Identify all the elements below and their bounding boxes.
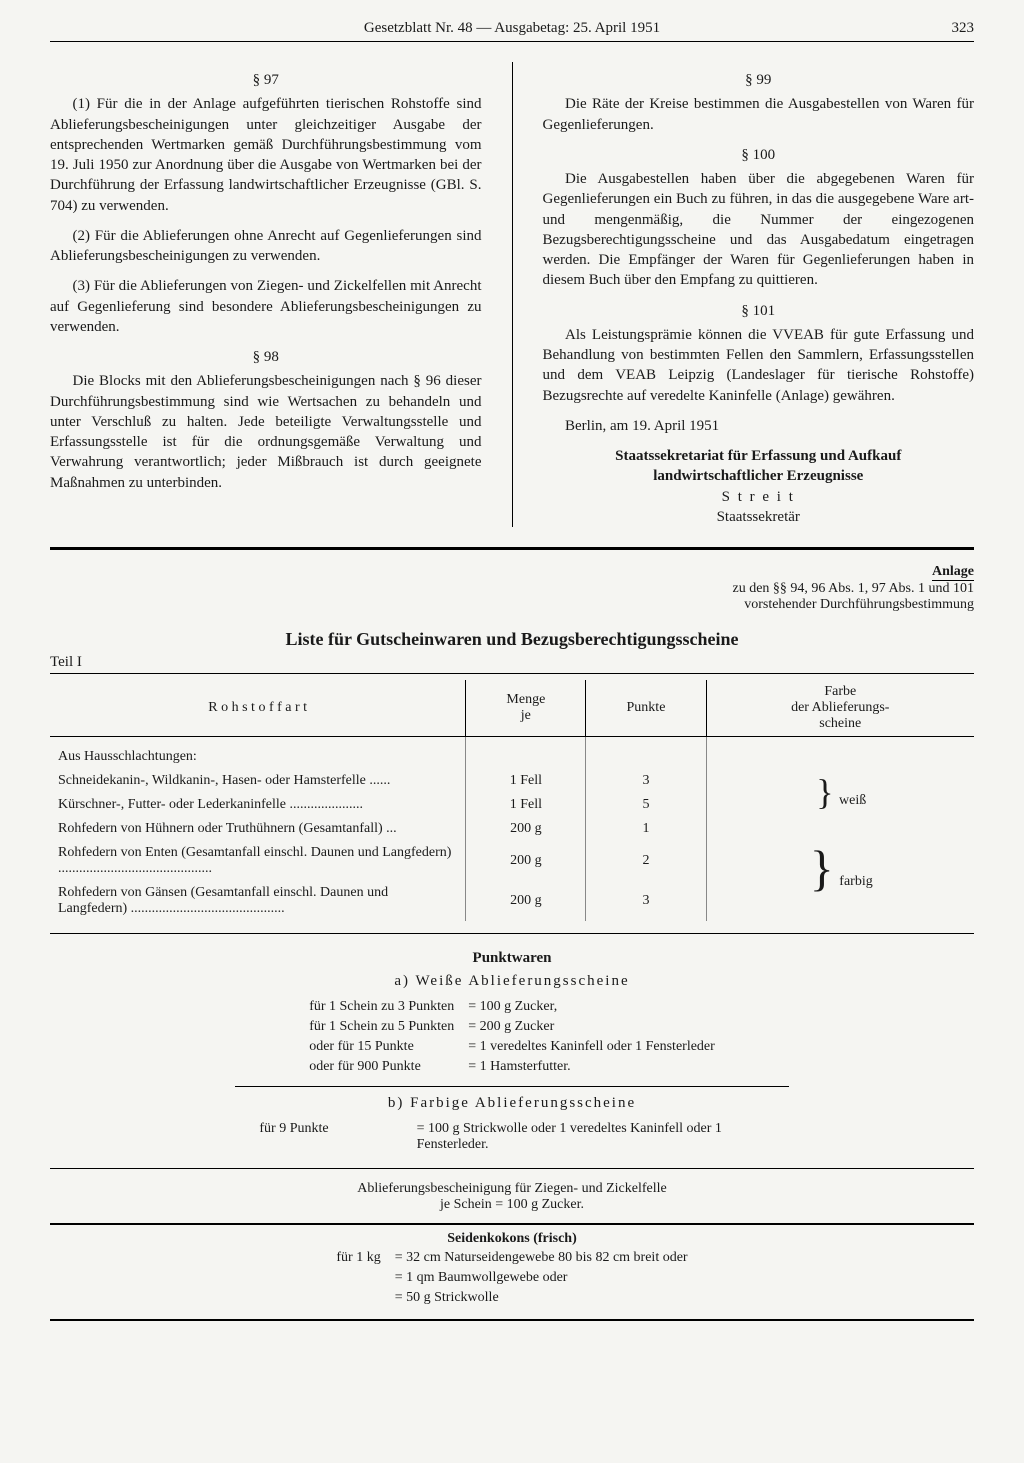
pw-left: für 1 Schein zu 5 Punkten — [303, 1018, 460, 1036]
section-98-title: § 98 — [50, 347, 482, 367]
header-title: Gesetzblatt Nr. 48 — Ausgabetag: 25. Apr… — [364, 20, 660, 36]
divider — [50, 933, 974, 934]
ziegen-block: Ablieferungsbescheinigung für Ziegen- un… — [50, 1181, 974, 1213]
page-number: 323 — [952, 20, 975, 37]
table-row: Rohfedern von Hühnern oder Truthühnern (… — [50, 817, 466, 841]
table-cell: 200 g — [466, 881, 586, 921]
farbe-cell: } farbig — [706, 817, 974, 921]
divider — [50, 1223, 974, 1225]
punktwaren-a-table: für 1 Schein zu 3 Punkten= 100 g Zucker,… — [301, 996, 723, 1078]
pw-left: oder für 15 Punkte — [303, 1038, 460, 1056]
farbe-weiss: weiß — [839, 793, 866, 808]
table-cell: 3 — [586, 881, 706, 921]
section-100-p1: Die Ausgabestellen haben über die abgege… — [543, 169, 975, 291]
ziegen-line: je Schein = 100 g Zucker. — [50, 1197, 974, 1213]
table-row: Rohfedern von Gänsen (Gesamtanfall einsc… — [50, 881, 466, 921]
th-menge: Menge je — [466, 680, 586, 737]
brace-icon: } — [808, 840, 836, 896]
section-97-p1: (1) Für die in der Anlage aufgeführten t… — [50, 94, 482, 216]
table-cell: 2 — [586, 841, 706, 881]
table-row: Kürschner-, Futter- oder Lederkaninfelle… — [50, 793, 466, 817]
pw-right: = 50 g Strickwolle — [389, 1289, 694, 1307]
sig-line-2: landwirtschaftlicher Erzeugnisse — [543, 466, 975, 486]
pw-right: = 100 g Strickwolle oder 1 veredeltes Ka… — [411, 1120, 771, 1154]
pw-left — [330, 1289, 386, 1307]
two-column-section: § 97 (1) Für die in der Anlage aufgeführ… — [50, 62, 974, 550]
sig-name: S t r e i t — [543, 487, 975, 507]
anlage-title: Anlage — [932, 564, 974, 581]
table-row: Rohfedern von Enten (Gesamtanfall einsch… — [50, 841, 466, 881]
list-title: Liste für Gutscheinwaren und Bezugsberec… — [50, 629, 974, 650]
pw-right: = 200 g Zucker — [462, 1018, 721, 1036]
pw-right: = 1 Hamsterfutter. — [462, 1058, 721, 1076]
pw-left: für 1 kg — [330, 1249, 386, 1267]
pw-right: = 32 cm Naturseidengewebe 80 bis 82 cm b… — [389, 1249, 694, 1267]
th-rohstoffart: R o h s t o f f a r t — [50, 680, 466, 737]
table-row: Schneidekanin-, Wildkanin-, Hasen- oder … — [50, 769, 466, 793]
ziegen-title: Ablieferungsbescheinigung für Ziegen- un… — [50, 1181, 974, 1197]
subsection-b-title: b) Farbige Ablieferungsscheine — [50, 1095, 974, 1112]
th-punkte: Punkte — [586, 680, 706, 737]
column-divider — [512, 62, 513, 527]
pw-right: = 100 g Zucker, — [462, 998, 721, 1016]
table-cell: 200 g — [466, 817, 586, 841]
rohstoff-table: R o h s t o f f a r t Menge je Punkte Fa… — [50, 680, 974, 921]
divider — [235, 1086, 789, 1087]
group-header: Aus Hausschlachtungen: — [50, 737, 466, 770]
punktwaren-title: Punktwaren — [50, 950, 974, 967]
section-101-p1: Als Leistungsprämie können die VVEAB für… — [543, 325, 975, 406]
table-cell: 200 g — [466, 841, 586, 881]
table-cell: 1 Fell — [466, 793, 586, 817]
page-header: Gesetzblatt Nr. 48 — Ausgabetag: 25. Apr… — [50, 20, 974, 42]
section-101-title: § 101 — [543, 301, 975, 321]
divider — [50, 1319, 974, 1321]
seiden-table: für 1 kg= 32 cm Naturseidengewebe 80 bis… — [328, 1247, 695, 1309]
pw-right: = 1 veredeltes Kaninfell oder 1 Fensterl… — [462, 1038, 721, 1056]
farbe-cell: } weiß — [706, 769, 974, 817]
th-farbe: Farbe der Ablieferungs- scheine — [706, 680, 974, 737]
section-97-title: § 97 — [50, 70, 482, 90]
sig-line-1: Staatssekretariat für Erfassung und Aufk… — [543, 446, 975, 466]
pw-left: für 1 Schein zu 3 Punkten — [303, 998, 460, 1016]
section-97-p3: (3) Für die Ablieferungen von Ziegen- un… — [50, 276, 482, 337]
anlage-block: Anlage zu den §§ 94, 96 Abs. 1, 97 Abs. … — [50, 564, 974, 613]
seiden-title: Seidenkokons (frisch) — [50, 1231, 974, 1247]
table-cell: 5 — [586, 793, 706, 817]
farbe-farbig: farbig — [839, 874, 872, 889]
pw-right: = 1 qm Baumwollgewebe oder — [389, 1269, 694, 1287]
sig-role: Staatssekretär — [543, 507, 975, 527]
pw-left: oder für 900 Punkte — [303, 1058, 460, 1076]
section-99-title: § 99 — [543, 70, 975, 90]
anlage-sub: zu den §§ 94, 96 Abs. 1, 97 Abs. 1 und 1… — [50, 581, 974, 613]
table-cell: 3 — [586, 769, 706, 793]
section-98-p1: Die Blocks mit den Ablieferungsbescheini… — [50, 371, 482, 493]
date-line: Berlin, am 19. April 1951 — [543, 416, 975, 436]
punktwaren-b-table: für 9 Punkte= 100 g Strickwolle oder 1 v… — [251, 1118, 772, 1156]
section-97-p2: (2) Für die Ablieferungen ohne Anrecht a… — [50, 226, 482, 267]
left-column: § 97 (1) Für die in der Anlage aufgeführ… — [50, 62, 482, 527]
subsection-a-title: a) Weiße Ablieferungsscheine — [50, 973, 974, 990]
brace-icon: } — [814, 772, 835, 812]
table-cell: 1 Fell — [466, 769, 586, 793]
table-cell: 1 — [586, 817, 706, 841]
right-column: § 99 Die Räte der Kreise bestimmen die A… — [543, 62, 975, 527]
signature-block: Staatssekretariat für Erfassung und Aufk… — [543, 446, 975, 527]
teil-label: Teil I — [50, 654, 974, 674]
divider — [50, 1168, 974, 1169]
pw-left — [330, 1269, 386, 1287]
section-99-p1: Die Räte der Kreise bestimmen die Ausgab… — [543, 94, 975, 135]
pw-left: für 9 Punkte — [253, 1120, 408, 1154]
section-100-title: § 100 — [543, 145, 975, 165]
